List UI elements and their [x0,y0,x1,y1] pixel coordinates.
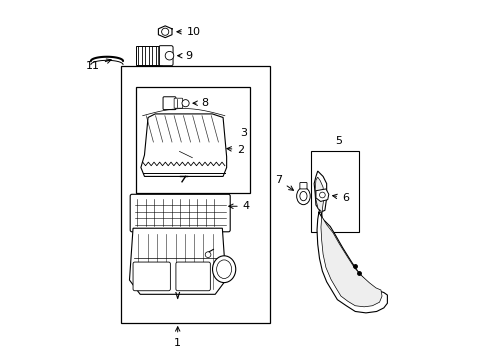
Ellipse shape [216,260,231,279]
Bar [310,152,358,232]
Polygon shape [158,26,172,38]
Bar [121,66,269,323]
Polygon shape [129,228,225,294]
Text: 8: 8 [193,98,208,108]
Polygon shape [315,189,328,202]
Circle shape [165,51,173,60]
Polygon shape [315,177,381,307]
Text: 2: 2 [226,145,244,154]
Bar [135,87,249,193]
Circle shape [319,192,325,198]
Circle shape [205,252,210,257]
FancyBboxPatch shape [299,183,306,189]
Text: 7: 7 [274,175,293,190]
Ellipse shape [296,188,309,204]
Polygon shape [141,114,226,176]
Ellipse shape [212,256,235,283]
Text: 9: 9 [177,51,192,61]
Circle shape [162,28,168,35]
Text: 5: 5 [334,136,341,146]
FancyBboxPatch shape [130,194,230,232]
Text: 3: 3 [240,128,247,138]
Text: 1: 1 [174,327,181,347]
Circle shape [182,100,189,107]
Polygon shape [313,171,386,313]
Bar [135,46,162,65]
Text: 4: 4 [228,201,249,211]
FancyBboxPatch shape [163,97,176,110]
Text: 10: 10 [177,27,200,37]
Text: 6: 6 [332,193,348,203]
Ellipse shape [299,192,306,201]
FancyBboxPatch shape [176,262,210,291]
FancyBboxPatch shape [174,98,183,108]
Text: 11: 11 [86,59,111,71]
FancyBboxPatch shape [133,262,170,291]
FancyBboxPatch shape [159,46,173,66]
